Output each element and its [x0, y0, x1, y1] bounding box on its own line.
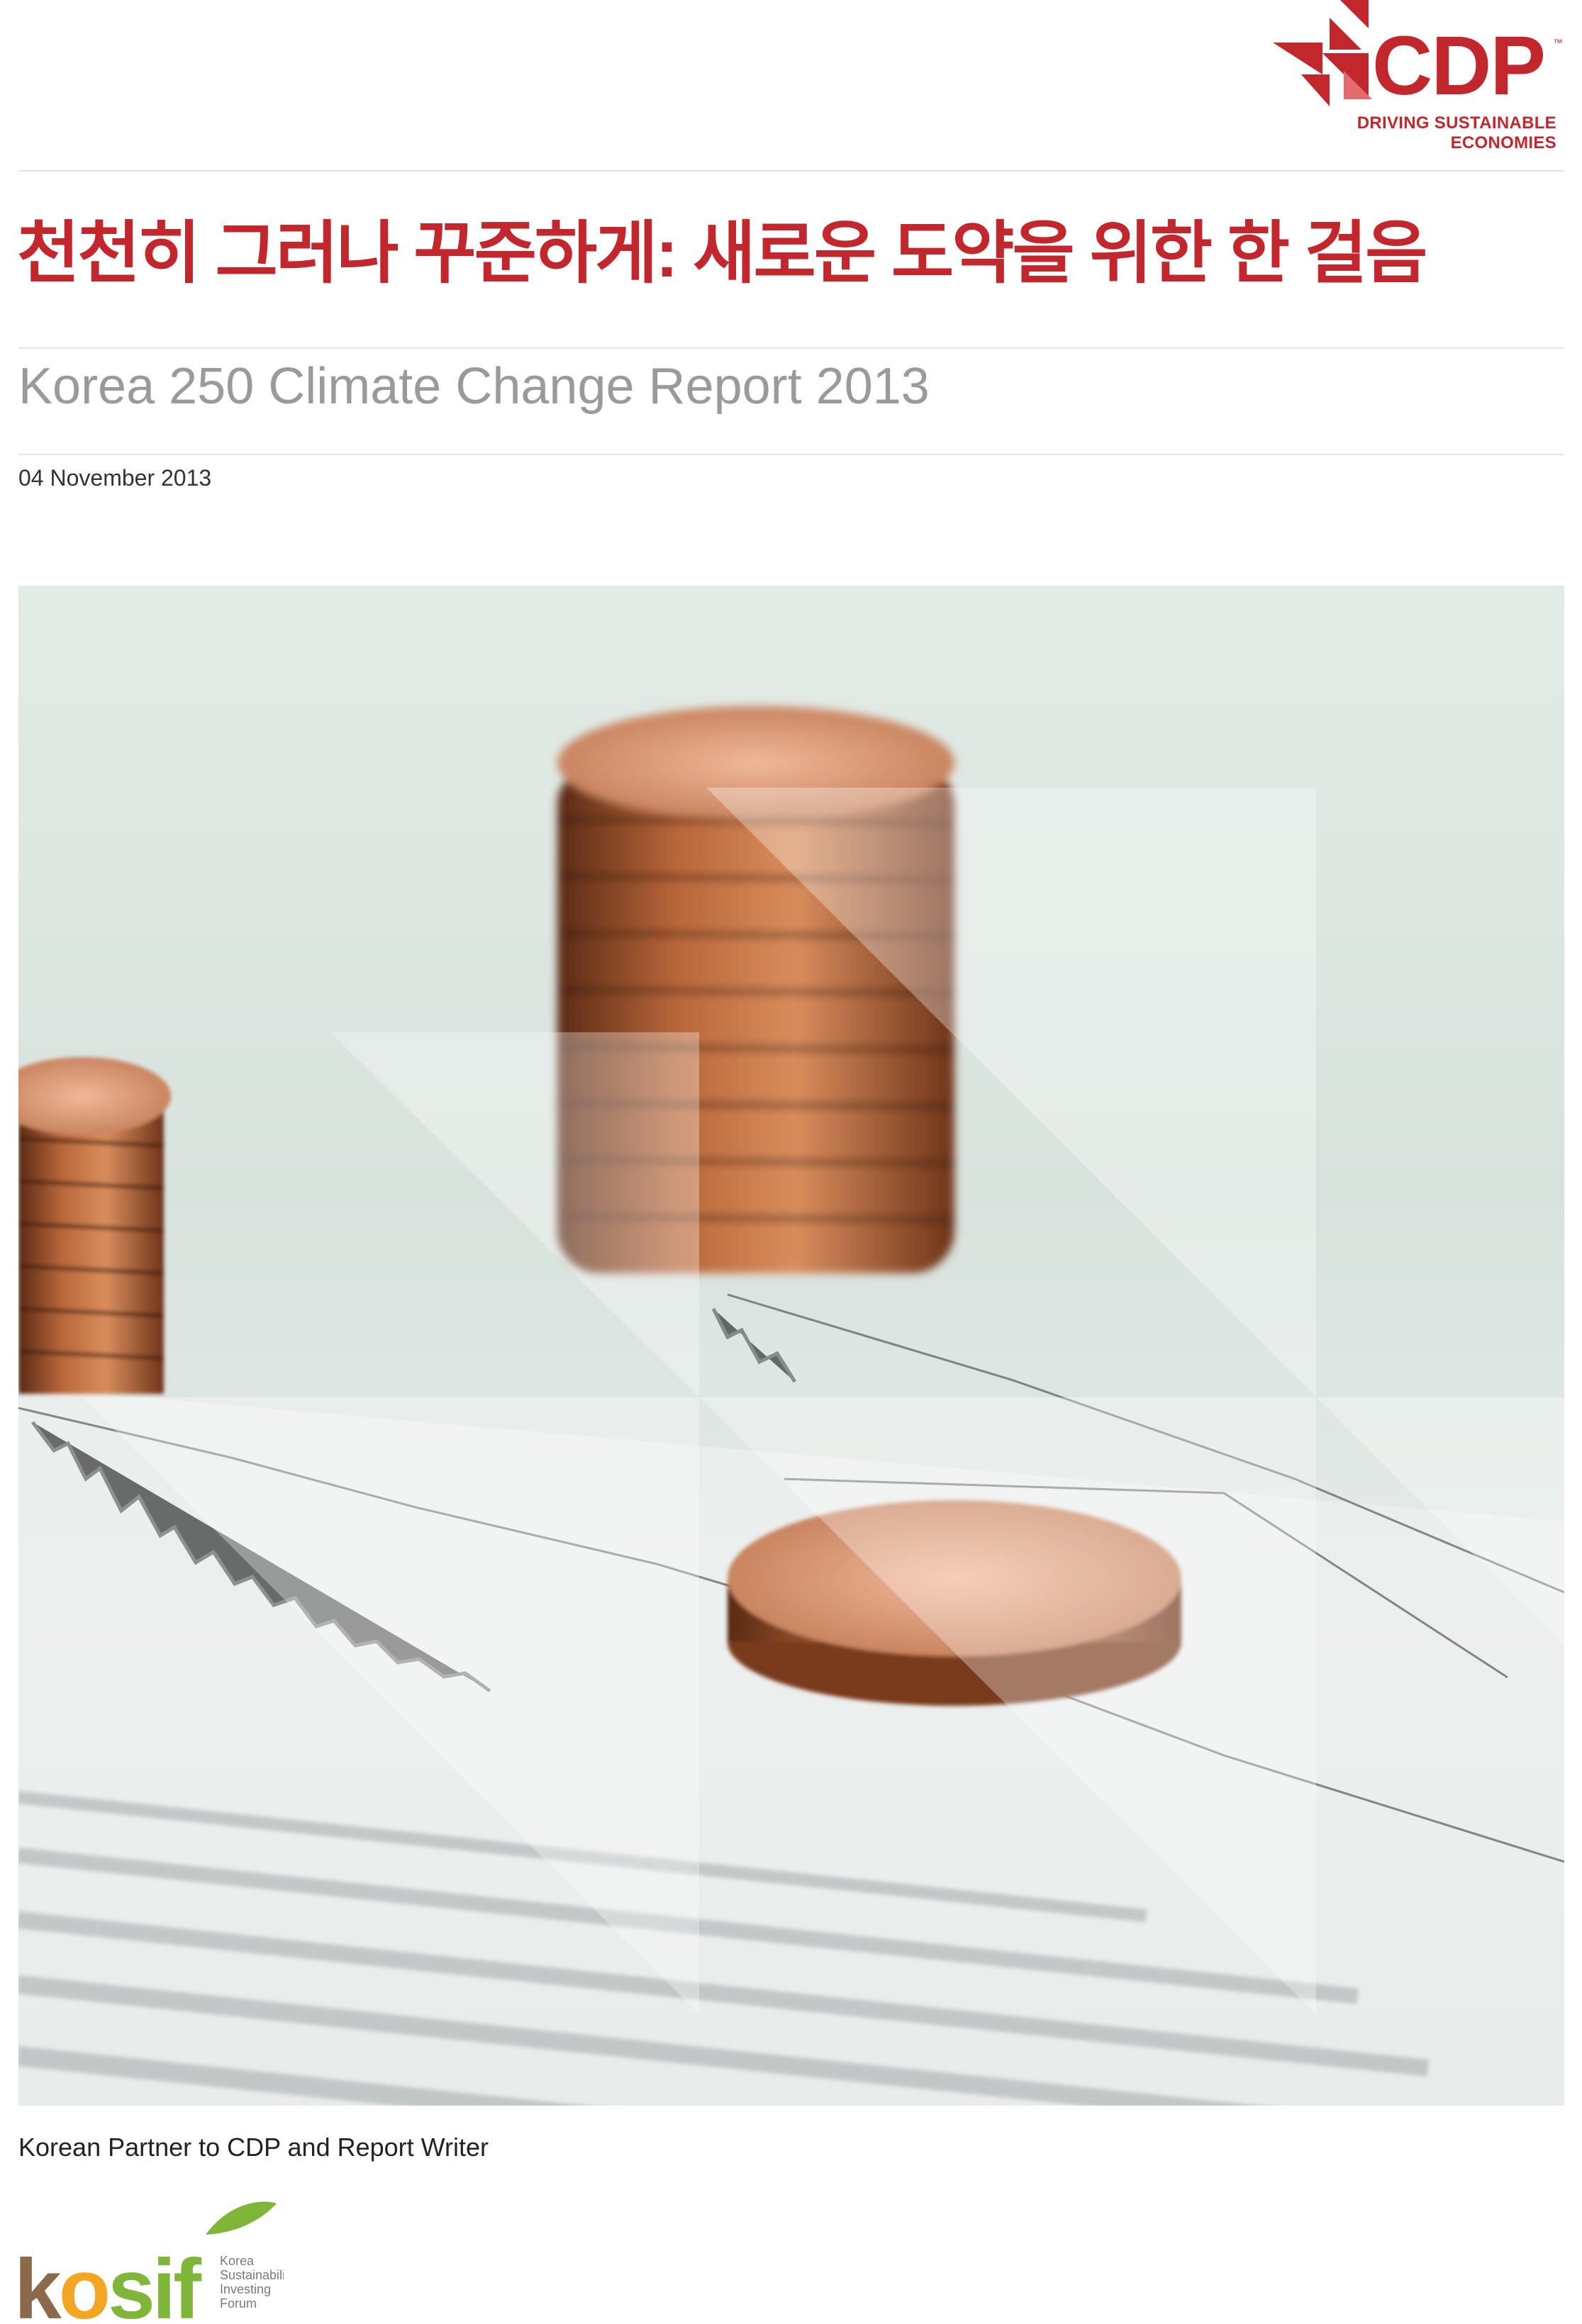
divider-title [18, 347, 1564, 349]
partner-label: Korean Partner to CDP and Report Writer [18, 2133, 489, 2162]
cover-photo [18, 586, 1564, 2106]
cdp-wordmark: CDP [1372, 19, 1546, 113]
kosif-line-3: Investing [220, 2282, 271, 2296]
kosif-logo-icon: kosif Korea Sustainability Investing For… [14, 2201, 284, 2324]
coins-chart-photo-icon [18, 586, 1564, 2106]
divider-top [18, 170, 1564, 172]
kosif-line-2: Sustainability [220, 2268, 284, 2282]
report-title: 천천히 그러나 꾸준하게: 새로운 도약을 위한 한 걸음 [17, 216, 1427, 291]
trademark-symbol: ™ [1553, 37, 1563, 48]
report-subtitle: Korea 250 Climate Change Report 2013 [18, 358, 930, 415]
kosif-line-1: Korea [220, 2254, 255, 2268]
cdp-tagline: DRIVING SUSTAINABLE ECONOMIES [1357, 113, 1556, 152]
report-date: 04 November 2013 [18, 465, 212, 491]
kosif-line-4: Forum [220, 2296, 257, 2311]
divider-subtitle [18, 454, 1564, 455]
kosif-wordmark: kosif [14, 2242, 202, 2324]
cdp-logo-mark-icon [1273, 0, 1372, 106]
